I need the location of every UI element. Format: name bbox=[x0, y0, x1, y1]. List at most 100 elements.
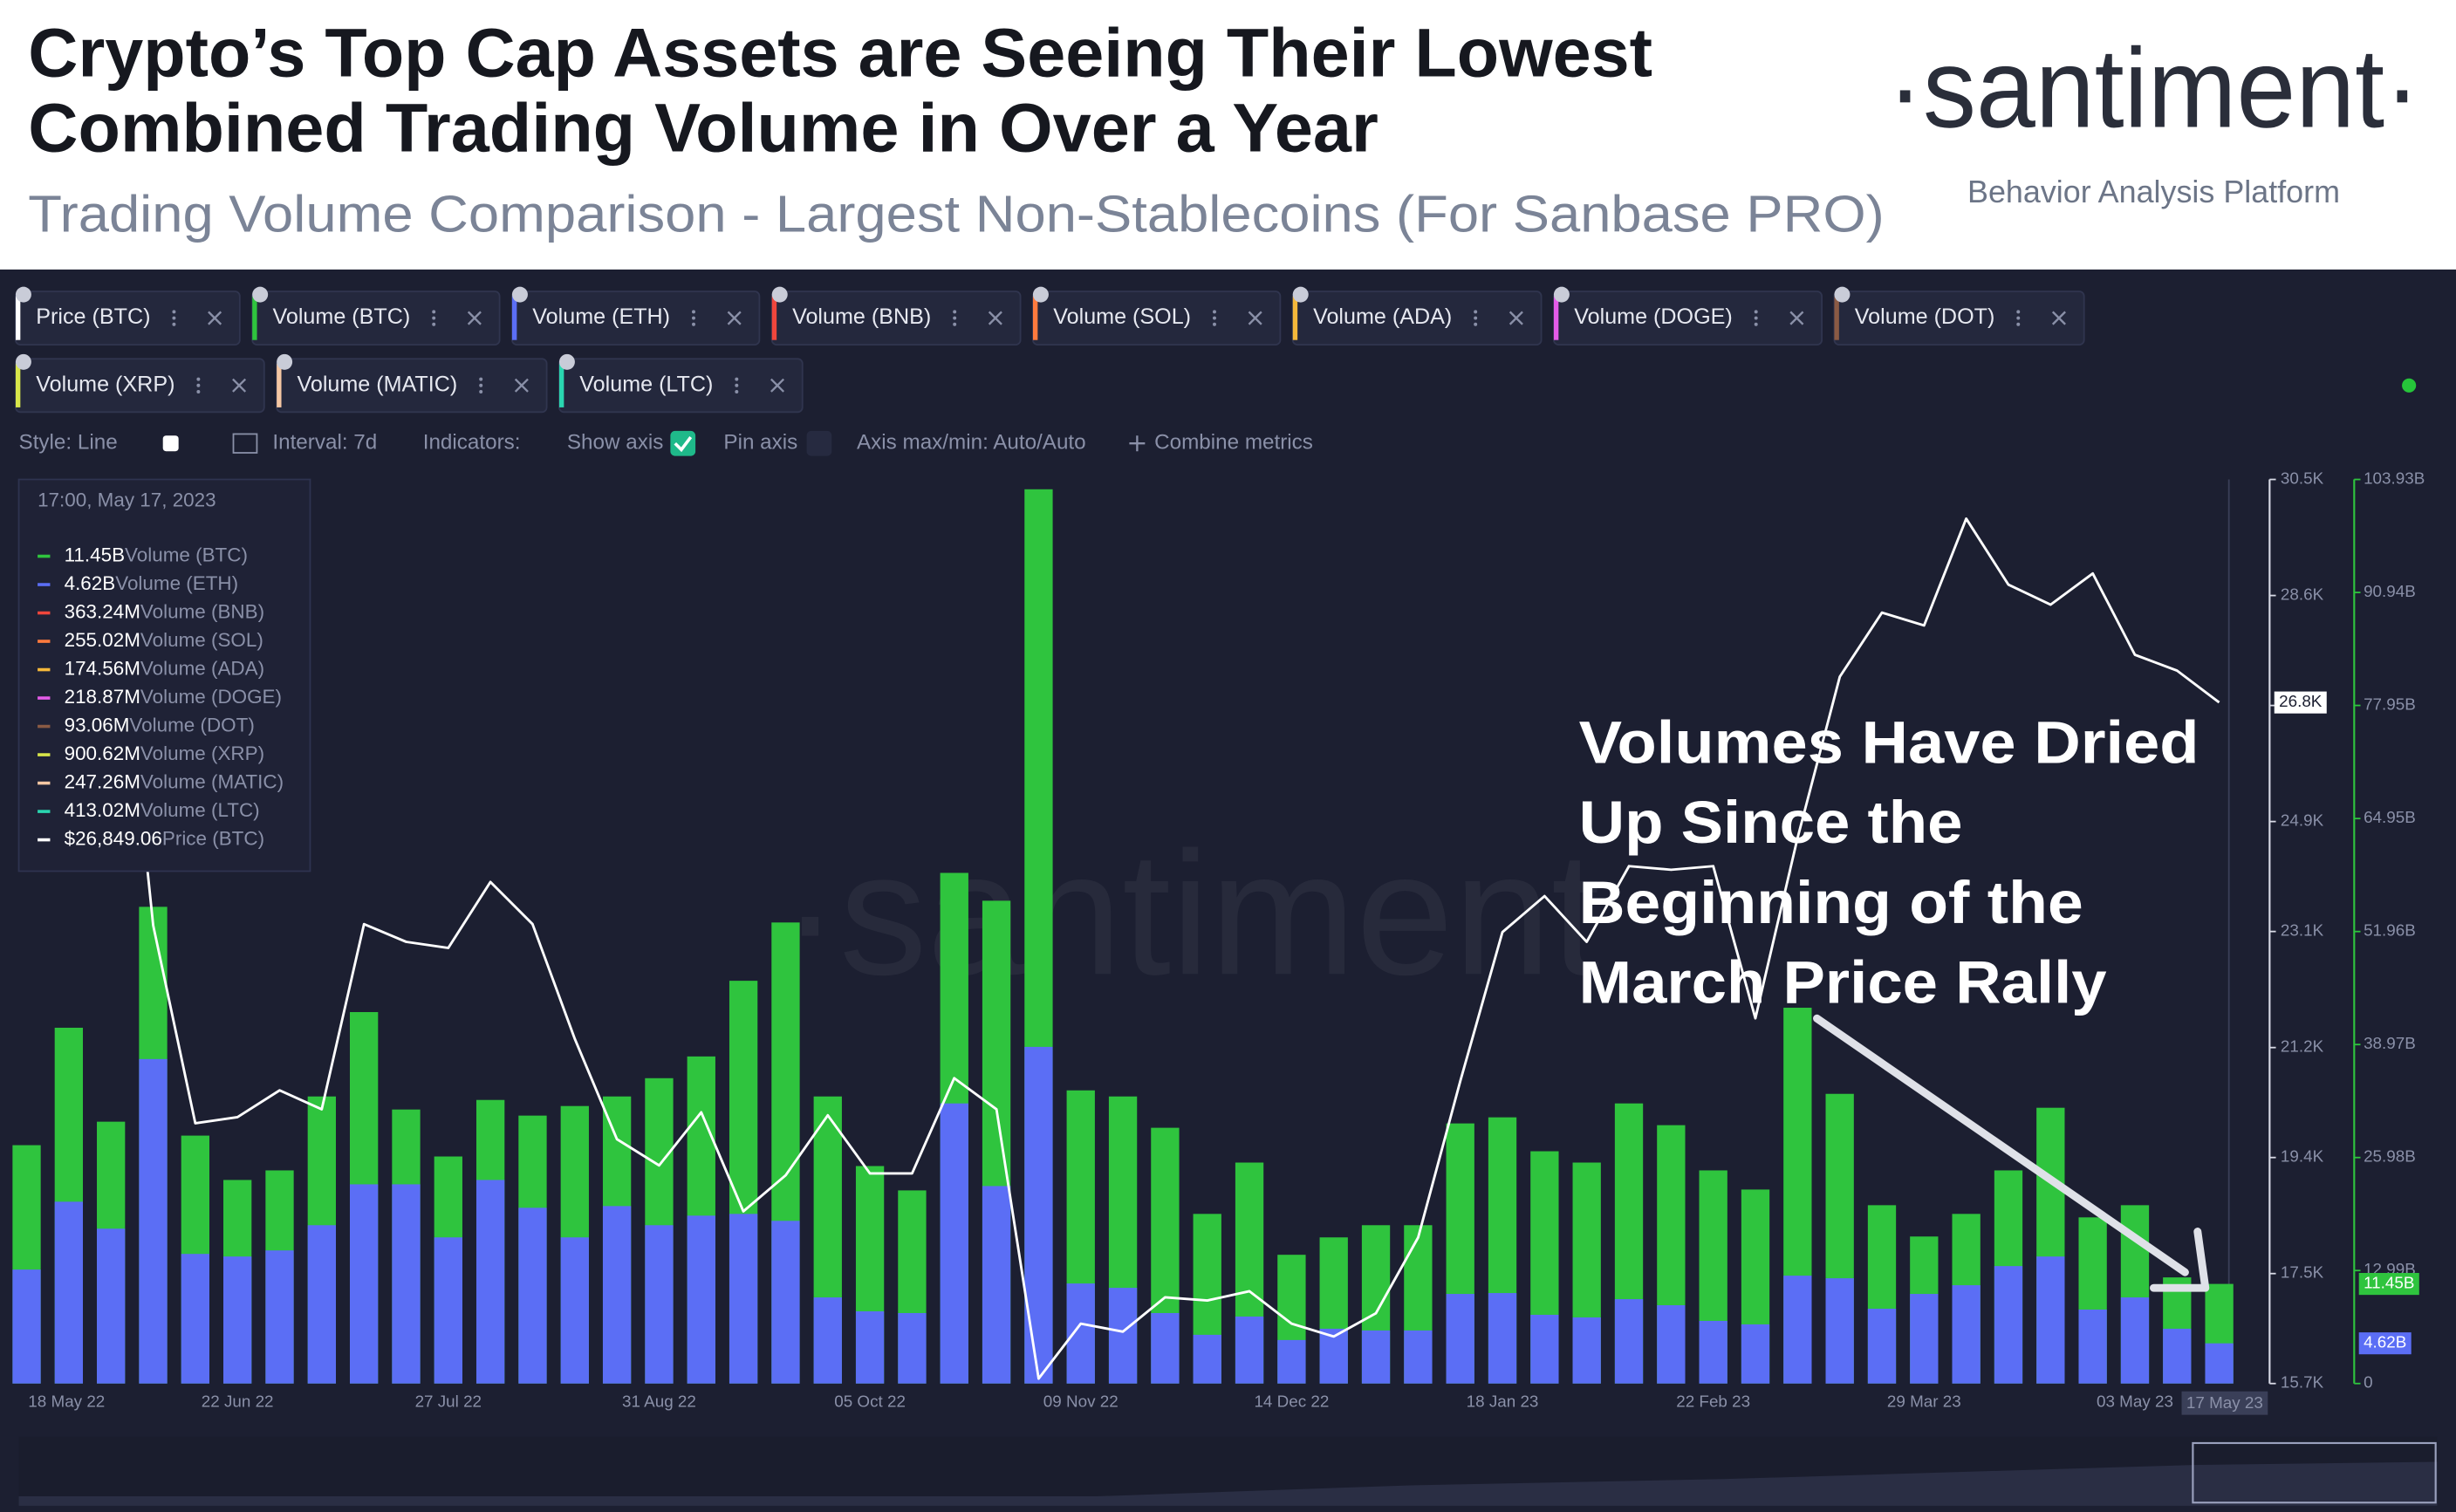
bar bbox=[1657, 1305, 1686, 1384]
price-line bbox=[26, 515, 2220, 1380]
menu-dot bbox=[1754, 322, 1758, 326]
close-icon[interactable] bbox=[1508, 311, 1523, 325]
bar bbox=[1066, 1283, 1095, 1384]
bar bbox=[1530, 1314, 1559, 1384]
checkbox[interactable] bbox=[806, 430, 832, 456]
tooltip-date: 17:00, May 17, 2023 bbox=[38, 489, 216, 511]
menu-dot bbox=[172, 316, 176, 320]
close-icon[interactable] bbox=[208, 311, 222, 325]
y-tick-label: 64.95B bbox=[2364, 808, 2416, 826]
bar bbox=[392, 1184, 421, 1384]
menu-dot bbox=[2016, 316, 2021, 320]
tooltip-row: 93.06MVolume (DOT) bbox=[65, 714, 255, 735]
bar bbox=[2036, 1256, 2065, 1384]
watermark: ·santiment bbox=[781, 815, 1600, 1011]
toolbar-interval[interactable]: Interval: 7d bbox=[272, 431, 377, 455]
bar bbox=[813, 1297, 842, 1384]
subtitle: Trading Volume Comparison - Largest Non-… bbox=[28, 184, 1884, 243]
menu-dot bbox=[1474, 316, 1478, 320]
metric-tab[interactable]: Volume (XRP) bbox=[15, 353, 265, 414]
tab-label: Price (BTC) bbox=[36, 304, 150, 329]
close-icon[interactable] bbox=[770, 378, 785, 393]
toolbar-show-axis[interactable]: Show axis bbox=[567, 431, 663, 455]
close-icon[interactable] bbox=[232, 378, 247, 393]
tooltip-value: 218.87M bbox=[65, 686, 140, 708]
x-tick-label: 09 Nov 22 bbox=[1043, 1392, 1119, 1410]
menu-dot bbox=[196, 389, 201, 393]
menu-dot bbox=[735, 377, 739, 381]
metric-tab[interactable]: Volume (DOGE) bbox=[1553, 286, 1823, 346]
tooltip-row: $26,849.06Price (BTC) bbox=[65, 827, 264, 849]
bar bbox=[1994, 1266, 2023, 1384]
metric-tab[interactable]: Volume (BNB) bbox=[770, 286, 1022, 346]
tooltip-metric: Volume (BTC) bbox=[125, 544, 248, 565]
bar bbox=[1825, 1278, 1854, 1384]
metric-tab[interactable]: Price (BTC) bbox=[15, 286, 241, 346]
bar bbox=[1108, 1288, 1138, 1384]
tooltip-value: 413.02M bbox=[65, 799, 140, 821]
tab-color bbox=[252, 296, 257, 340]
close-icon[interactable] bbox=[727, 311, 742, 325]
metric-tab[interactable]: Volume (ADA) bbox=[1291, 286, 1543, 346]
metric-tab[interactable]: Volume (BTC) bbox=[251, 286, 501, 346]
tab-color bbox=[558, 363, 564, 407]
menu-dot bbox=[692, 316, 695, 320]
x-tick-label: 18 Jan 23 bbox=[1467, 1392, 1539, 1410]
close-icon[interactable] bbox=[2051, 311, 2066, 325]
y-tick-label: 38.97B bbox=[2364, 1034, 2416, 1052]
bar bbox=[771, 1221, 800, 1384]
toolbar-axis-range[interactable]: Axis max/min: Auto/Auto bbox=[857, 431, 1086, 455]
annotation-line: Volumes Have Dried bbox=[1579, 710, 2199, 777]
lock-icon bbox=[1292, 286, 1309, 303]
close-icon[interactable] bbox=[467, 311, 482, 325]
navigator-window[interactable] bbox=[2192, 1441, 2437, 1504]
toolbar-combine[interactable]: Combine metrics bbox=[1154, 431, 1313, 455]
close-icon[interactable] bbox=[988, 311, 1002, 325]
toolbar-style[interactable]: Style: Line bbox=[19, 431, 118, 455]
bar bbox=[307, 1225, 336, 1384]
tab-color bbox=[1292, 296, 1298, 340]
close-icon[interactable] bbox=[514, 378, 529, 393]
menu-dot bbox=[172, 322, 176, 326]
close-icon[interactable] bbox=[1248, 311, 1262, 325]
tooltip-value: 11.45B bbox=[65, 544, 125, 565]
bar bbox=[1867, 1308, 1897, 1384]
menu-dot bbox=[953, 316, 957, 320]
metric-tab[interactable]: Volume (MATIC) bbox=[276, 353, 548, 414]
tooltip-row: 413.02MVolume (LTC) bbox=[65, 799, 260, 821]
x-tick-label: 29 Mar 23 bbox=[1887, 1392, 1961, 1410]
checkbox-checked[interactable] bbox=[670, 430, 696, 456]
value-badge-label: 4.62B bbox=[2364, 1333, 2406, 1351]
y-tick-label: 90.94B bbox=[2364, 582, 2416, 600]
toolbar-indicators[interactable]: Indicators: bbox=[423, 431, 521, 455]
bar bbox=[1361, 1330, 1391, 1384]
x-tick-label: 22 Feb 23 bbox=[1676, 1392, 1750, 1410]
plot: 012.99B25.98B38.97B51.96B64.95B77.95B90.… bbox=[12, 469, 2425, 1410]
overlay: 17 May 23 26.8K 11.45B 4.62B 17:00, May 17, … bbox=[17, 478, 2419, 1415]
tab-color bbox=[771, 296, 777, 340]
metric-tab[interactable]: Volume (SOL) bbox=[1032, 286, 1282, 346]
tab-label: Volume (BTC) bbox=[273, 304, 411, 329]
tooltip-metric: Volume (MATIC) bbox=[140, 770, 284, 792]
menu-dot bbox=[196, 383, 201, 387]
color-swatch[interactable] bbox=[162, 435, 179, 452]
lock-icon bbox=[558, 353, 575, 370]
metric-tabs: Price (BTC) Volume (BTC) Volume (ETH) Volum… bbox=[15, 286, 2085, 414]
metric-tab[interactable]: Volume (DOT) bbox=[1833, 286, 2085, 346]
check-icon bbox=[674, 435, 693, 453]
tooltip-metric: Volume (ETH) bbox=[115, 572, 238, 594]
title-line: Combined Trading Volume in Over a Year bbox=[28, 89, 1379, 167]
lock-icon bbox=[252, 286, 269, 303]
tooltip-metric: Volume (DOGE) bbox=[140, 686, 282, 708]
metric-tab[interactable]: Volume (LTC) bbox=[558, 353, 804, 414]
bar bbox=[518, 1208, 547, 1384]
bar bbox=[1193, 1334, 1221, 1384]
tooltip-value: 900.62M bbox=[65, 742, 140, 764]
toolbar-pin-axis[interactable]: Pin axis bbox=[723, 431, 797, 455]
lock-icon bbox=[15, 286, 31, 303]
metric-tab[interactable]: Volume (ETH) bbox=[511, 286, 761, 346]
close-icon[interactable] bbox=[1789, 311, 1804, 325]
brand-tagline: Behavior Analysis Platform bbox=[1967, 174, 2340, 209]
tooltip-row: 218.87MVolume (DOGE) bbox=[65, 686, 282, 708]
lock-icon bbox=[1032, 286, 1049, 303]
